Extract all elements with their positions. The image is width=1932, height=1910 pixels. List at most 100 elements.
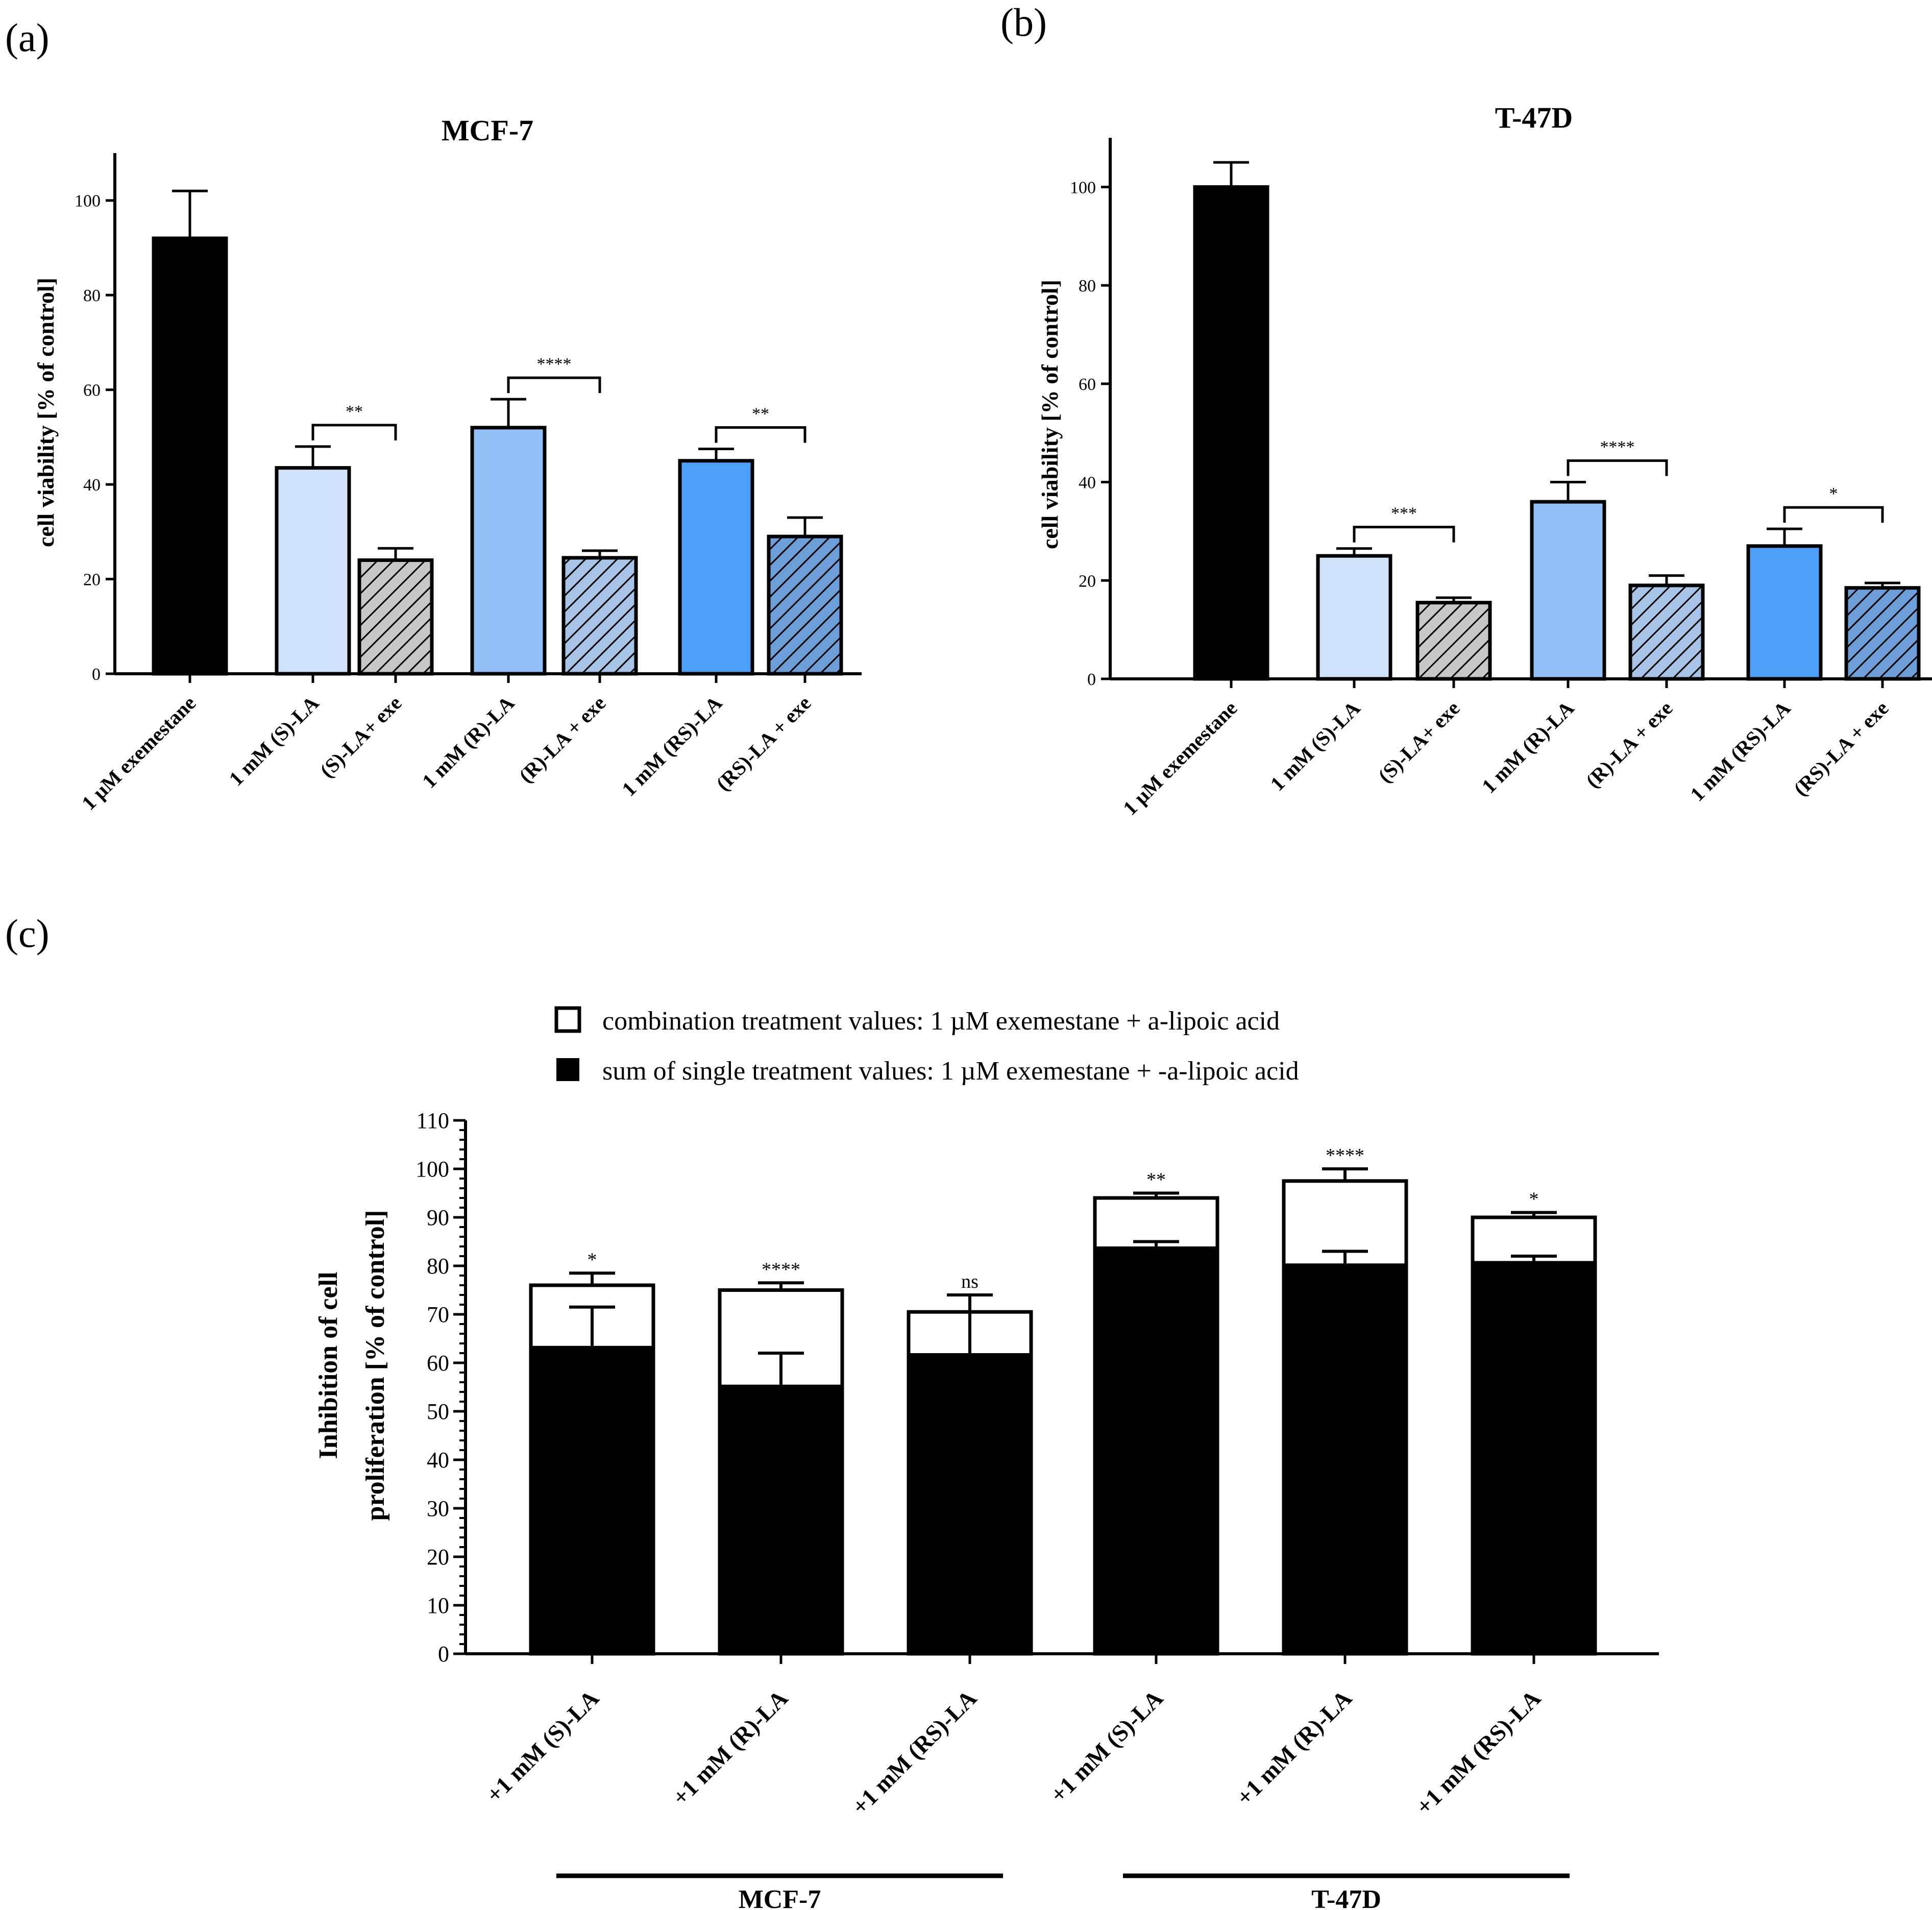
y-tick-label: 0	[92, 665, 101, 684]
y-tick-label: 60	[427, 1351, 449, 1376]
x-tick-label: +1 mM (R)-LA	[667, 1685, 793, 1810]
significance-bracket	[507, 376, 601, 394]
bar	[1844, 586, 1921, 681]
bar-sum	[720, 1384, 842, 1654]
panel-b-ylabel: cell viability [% of control]	[1037, 280, 1063, 549]
panel-c-ylabel-line2: proliferation [% of control]	[361, 1210, 390, 1521]
bar	[1193, 185, 1269, 681]
x-tick-label: (R)-LA + exe	[515, 692, 610, 788]
bar	[1746, 544, 1823, 681]
y-tick-label: 60	[83, 381, 101, 400]
group-label: MCF-7	[739, 1885, 821, 1910]
panel-b-marks: 0 20 40 60 80 100 1 µM exemestane 1 mM (S)-LA (S…	[1070, 138, 1932, 820]
y-tick-label: 60	[1079, 375, 1096, 394]
significance-bracket	[1567, 459, 1668, 476]
significance-label: *	[588, 1249, 597, 1270]
bar-sum	[1473, 1261, 1595, 1654]
significance-bracket	[715, 426, 806, 443]
significance-label: **	[346, 402, 363, 421]
significance-label: **	[752, 405, 769, 424]
x-tick-label: 1 µM exemestane	[77, 692, 200, 815]
x-tick-label: +1 mM (RS)-LA	[1411, 1685, 1546, 1820]
bar	[357, 558, 434, 676]
y-tick-label: 30	[427, 1496, 449, 1521]
y-tick-label: 80	[427, 1254, 449, 1279]
significance-label: ns	[961, 1271, 979, 1292]
significance-label: *	[1529, 1189, 1539, 1210]
group-label: T-47D	[1311, 1885, 1381, 1910]
x-tick-label: 1 mM (RS)-LA	[1685, 696, 1795, 805]
bar	[561, 556, 638, 676]
x-tick-label: 1 mM (S)-LA	[1266, 696, 1365, 795]
y-tick-label: 80	[83, 286, 101, 305]
significance-label: ****	[1326, 1145, 1364, 1166]
x-tick-label: +1 mM (RS)-LA	[847, 1685, 982, 1820]
x-tick-label: (RS)-LA + exe	[1789, 697, 1893, 800]
x-tick-label: 1 mM (R)-LA	[418, 691, 519, 792]
y-tick-label: 20	[427, 1545, 449, 1570]
bar	[678, 459, 754, 676]
y-tick-label: 40	[1079, 474, 1096, 493]
panel-a: (a) MCF-7 cell viability [% of control] …	[5, 15, 862, 815]
significance-bracket	[311, 424, 397, 440]
bar	[1628, 583, 1705, 681]
significance-label: **	[1146, 1169, 1166, 1191]
panel-a-ylabel: cell viability [% of control]	[33, 278, 59, 547]
legend-swatch-combination	[554, 1006, 581, 1033]
panel-a-title: MCF-7	[442, 114, 533, 147]
bar	[767, 534, 843, 676]
significance-label: *	[1829, 484, 1838, 503]
panel-a-label: (a)	[5, 15, 50, 60]
x-tick-label: 1 µM exemestane	[1118, 697, 1241, 820]
y-tick-label: 20	[83, 571, 101, 590]
legend-swatch-sum	[556, 1058, 579, 1081]
y-tick-label: 100	[415, 1157, 449, 1182]
x-tick-label: +1 mM (S)-LA	[481, 1685, 604, 1808]
bar-sum	[1095, 1246, 1217, 1654]
bar-sum	[909, 1353, 1031, 1654]
x-tick-label: 1 mM (R)-LA	[1477, 696, 1578, 797]
bar	[1415, 601, 1492, 681]
significance-bracket	[1783, 506, 1884, 523]
significance-label: ****	[1600, 438, 1635, 457]
bar	[152, 236, 228, 676]
bar	[1316, 554, 1392, 681]
panel-c-ylabel-line1: Inhibition of cell	[314, 1272, 343, 1459]
y-tick-label: 100	[1070, 178, 1096, 197]
panel-a-marks: 0 20 40 60 80 100 1 µM exemestane 1 mM (S)-LA(S…	[75, 153, 862, 815]
x-tick-label: +1 mM (R)-LA	[1231, 1685, 1357, 1810]
significance-label: ***	[1391, 504, 1417, 523]
x-tick-label: (S)-LA+ exe	[315, 692, 406, 782]
y-tick-label: 50	[427, 1399, 449, 1424]
y-tick-label: 70	[427, 1302, 449, 1327]
bar-sum	[531, 1345, 653, 1654]
panel-c-label: (c)	[5, 911, 50, 956]
y-tick-label: 20	[1079, 572, 1096, 591]
bar	[275, 466, 351, 676]
significance-bracket	[1353, 526, 1455, 543]
y-tick-label: 110	[417, 1108, 449, 1133]
y-tick-label: 40	[83, 476, 101, 495]
legend-label-combination: combination treatment values: 1 µM exeme…	[602, 1007, 1280, 1036]
y-tick-label: 10	[427, 1593, 449, 1618]
panel-c: (c) combination treatment values: 1 µM e…	[5, 911, 1659, 1910]
legend: combination treatment values: 1 µM exeme…	[554, 1006, 1299, 1086]
significance-label: ****	[762, 1259, 800, 1280]
significance-label: ****	[537, 355, 572, 374]
x-tick-label: +1 mM (S)-LA	[1045, 1685, 1168, 1808]
panel-b-label: (b)	[1000, 0, 1047, 44]
panel-b: (b) T-47D cell viability [% of control] …	[1000, 0, 1932, 820]
legend-label-sum: sum of single treatment values: 1 µM exe…	[602, 1057, 1299, 1086]
x-tick-label: 1 mM (RS)-LA	[617, 691, 726, 800]
y-tick-label: 80	[1079, 277, 1096, 296]
x-tick-label: (RS)-LA + exe	[712, 692, 815, 795]
y-tick-label: 40	[427, 1448, 449, 1473]
x-tick-label: 1 mM (S)-LA	[225, 691, 324, 790]
x-tick-label: (S)-LA+ exe	[1374, 697, 1464, 788]
bar-sum	[1284, 1263, 1406, 1654]
x-tick-label: (R)-LA + exe	[1581, 697, 1677, 793]
bar	[470, 426, 547, 676]
y-tick-label: 0	[1087, 670, 1096, 689]
